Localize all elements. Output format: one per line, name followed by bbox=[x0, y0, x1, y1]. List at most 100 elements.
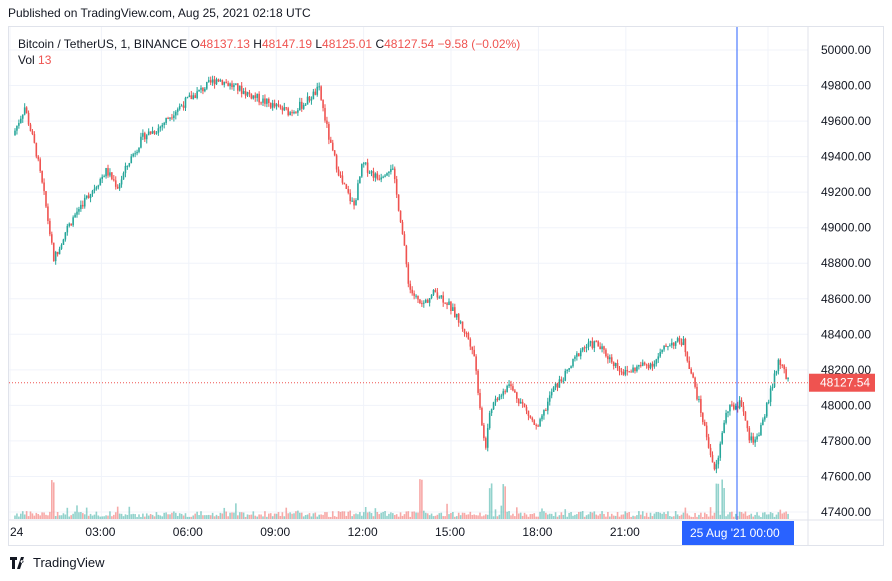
price-axis[interactable]: 50000.00 49800.00 49600.00 49400.00 49200.00… bbox=[809, 43, 875, 519]
volume-bar bbox=[661, 513, 663, 519]
volume-bar bbox=[498, 514, 501, 519]
candle-body bbox=[386, 173, 388, 176]
candle-body bbox=[740, 400, 743, 407]
candle-body bbox=[694, 377, 696, 387]
volume-bar bbox=[407, 511, 410, 519]
volume-bar bbox=[645, 512, 648, 519]
candle-body bbox=[597, 341, 599, 347]
volume-bar bbox=[161, 516, 164, 519]
crosshair-time-label: 25 Aug '21 00:00 bbox=[690, 526, 780, 540]
candle-body bbox=[725, 412, 727, 423]
volume-bar bbox=[700, 512, 702, 519]
volume-bar bbox=[326, 512, 328, 519]
volume-bar bbox=[525, 514, 528, 519]
volume-bar bbox=[688, 515, 691, 519]
volume-bar bbox=[173, 511, 175, 519]
footer-brand[interactable]: TradingView bbox=[10, 555, 105, 570]
candle-body bbox=[153, 130, 156, 134]
volume-bar bbox=[56, 512, 59, 519]
candle-body bbox=[35, 142, 38, 157]
volume-bar bbox=[777, 512, 780, 519]
candle-body bbox=[114, 180, 117, 187]
volume-bar bbox=[382, 511, 384, 519]
candle-body bbox=[481, 408, 483, 426]
candle-body bbox=[41, 171, 43, 183]
candle-body bbox=[297, 110, 299, 113]
time-axis[interactable]: 24 03:00 06:00 09:00 12:00 15:00 18:00 21:00 25 … bbox=[10, 521, 794, 545]
candle-body bbox=[388, 171, 390, 174]
volume-bar bbox=[450, 513, 452, 519]
candle-body bbox=[283, 107, 286, 111]
candle-body bbox=[74, 214, 76, 218]
candle-body bbox=[440, 295, 443, 298]
volume-bar bbox=[702, 516, 704, 519]
volume-bar bbox=[111, 516, 113, 519]
candles[interactable] bbox=[14, 75, 789, 474]
candle-body bbox=[452, 307, 454, 312]
volume-bar bbox=[376, 512, 379, 519]
candle-body bbox=[175, 111, 177, 116]
candle-body bbox=[145, 135, 148, 140]
volume-bar bbox=[116, 506, 119, 519]
volume-bar bbox=[446, 503, 448, 519]
candle-body bbox=[268, 98, 270, 103]
volume-bar bbox=[504, 486, 506, 519]
volume-bar bbox=[283, 516, 286, 519]
candle-body bbox=[345, 184, 348, 189]
candle-body bbox=[671, 342, 673, 346]
candle-body bbox=[144, 133, 146, 140]
volume-bar bbox=[268, 513, 270, 519]
volume-bar bbox=[397, 516, 400, 519]
volume-bar bbox=[314, 512, 317, 519]
candle-body bbox=[209, 80, 212, 83]
volume-label: Vol bbox=[18, 53, 35, 67]
candle-body bbox=[519, 401, 522, 404]
volume-bar bbox=[403, 514, 406, 519]
candle-body bbox=[206, 81, 208, 89]
candle-body bbox=[322, 99, 324, 109]
volume-bar bbox=[696, 516, 698, 519]
volume-bar bbox=[82, 513, 84, 519]
candle-body bbox=[529, 415, 532, 418]
candle-body bbox=[238, 85, 241, 91]
candle-body bbox=[20, 118, 22, 124]
candle-body bbox=[207, 80, 210, 82]
volume-bar bbox=[132, 513, 134, 519]
volume-bar bbox=[428, 515, 431, 519]
volume-bar bbox=[105, 515, 107, 519]
candle-body bbox=[762, 419, 764, 425]
candle-body bbox=[339, 175, 342, 177]
close-value: 48127.54 bbox=[384, 37, 435, 51]
candle-body bbox=[318, 86, 320, 88]
candle-body bbox=[424, 299, 427, 303]
volume-bar bbox=[523, 512, 526, 519]
volume-bar bbox=[717, 483, 720, 519]
candle-body bbox=[727, 411, 729, 413]
volume-bar bbox=[285, 507, 288, 519]
volume-bar bbox=[54, 515, 57, 519]
candle-body bbox=[351, 200, 353, 202]
volume-bar bbox=[76, 505, 78, 519]
candle-body bbox=[126, 165, 129, 167]
volume-bar bbox=[107, 515, 109, 519]
volume-bar bbox=[694, 512, 696, 519]
candle-body bbox=[370, 171, 373, 173]
candle-body bbox=[494, 398, 497, 403]
volume-bar bbox=[295, 511, 297, 519]
candle-body bbox=[785, 369, 787, 380]
volume-bar bbox=[231, 512, 233, 519]
volume-bar bbox=[517, 513, 520, 519]
candle-body bbox=[157, 128, 160, 133]
volume-bar bbox=[421, 479, 423, 519]
candle-body bbox=[692, 373, 694, 378]
candle-body bbox=[723, 422, 725, 433]
volume-bar bbox=[258, 514, 260, 519]
volume-bar bbox=[149, 514, 152, 519]
candle-body bbox=[167, 118, 169, 120]
candle-body bbox=[705, 425, 708, 438]
volume-bar bbox=[461, 512, 464, 519]
volume-bar bbox=[190, 516, 193, 519]
candle-body bbox=[215, 79, 218, 85]
candle-body bbox=[483, 425, 485, 439]
